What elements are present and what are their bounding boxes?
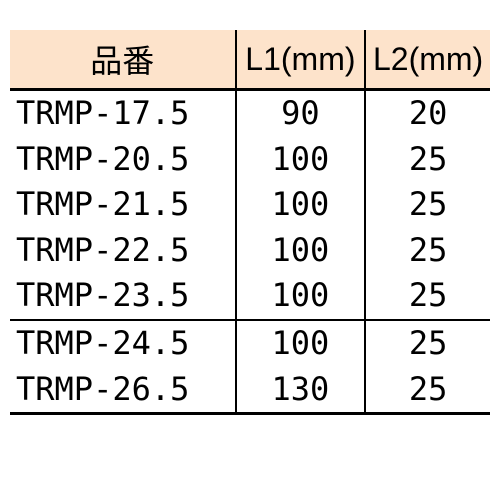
cell-l1: 100 [236, 182, 366, 228]
table-row: TRMP-20.5 100 25 [10, 137, 490, 183]
cell-l2: 25 [365, 273, 490, 320]
table-row: TRMP-17.5 90 20 [10, 90, 490, 137]
cell-l2: 25 [365, 228, 490, 274]
cell-partno: TRMP-17.5 [10, 90, 236, 137]
cell-l1: 100 [236, 137, 366, 183]
table-body: TRMP-17.5 90 20 TRMP-20.5 100 25 TRMP-21… [10, 90, 490, 414]
cell-l2: 25 [365, 182, 490, 228]
cell-l1: 130 [236, 367, 366, 414]
cell-l1: 90 [236, 90, 366, 137]
cell-l2: 25 [365, 320, 490, 367]
cell-l2: 25 [365, 137, 490, 183]
cell-partno: TRMP-24.5 [10, 320, 236, 367]
cell-l2: 25 [365, 367, 490, 414]
cell-l1: 100 [236, 273, 366, 320]
header-l2: L2(mm) [365, 30, 490, 90]
spec-table-container: 品番 L1(mm) L2(mm) TRMP-17.5 90 20 TRMP-20… [0, 0, 500, 445]
cell-partno: TRMP-23.5 [10, 273, 236, 320]
cell-l2: 20 [365, 90, 490, 137]
table-header-row: 品番 L1(mm) L2(mm) [10, 30, 490, 90]
table-row: TRMP-24.5 100 25 [10, 320, 490, 367]
table-row: TRMP-22.5 100 25 [10, 228, 490, 274]
cell-l1: 100 [236, 228, 366, 274]
header-l1: L1(mm) [236, 30, 366, 90]
table-row: TRMP-26.5 130 25 [10, 367, 490, 414]
cell-partno: TRMP-20.5 [10, 137, 236, 183]
table-row: TRMP-21.5 100 25 [10, 182, 490, 228]
cell-partno: TRMP-22.5 [10, 228, 236, 274]
spec-table: 品番 L1(mm) L2(mm) TRMP-17.5 90 20 TRMP-20… [10, 30, 490, 415]
cell-partno: TRMP-26.5 [10, 367, 236, 414]
cell-l1: 100 [236, 320, 366, 367]
table-row: TRMP-23.5 100 25 [10, 273, 490, 320]
cell-partno: TRMP-21.5 [10, 182, 236, 228]
header-partno: 品番 [10, 30, 236, 90]
